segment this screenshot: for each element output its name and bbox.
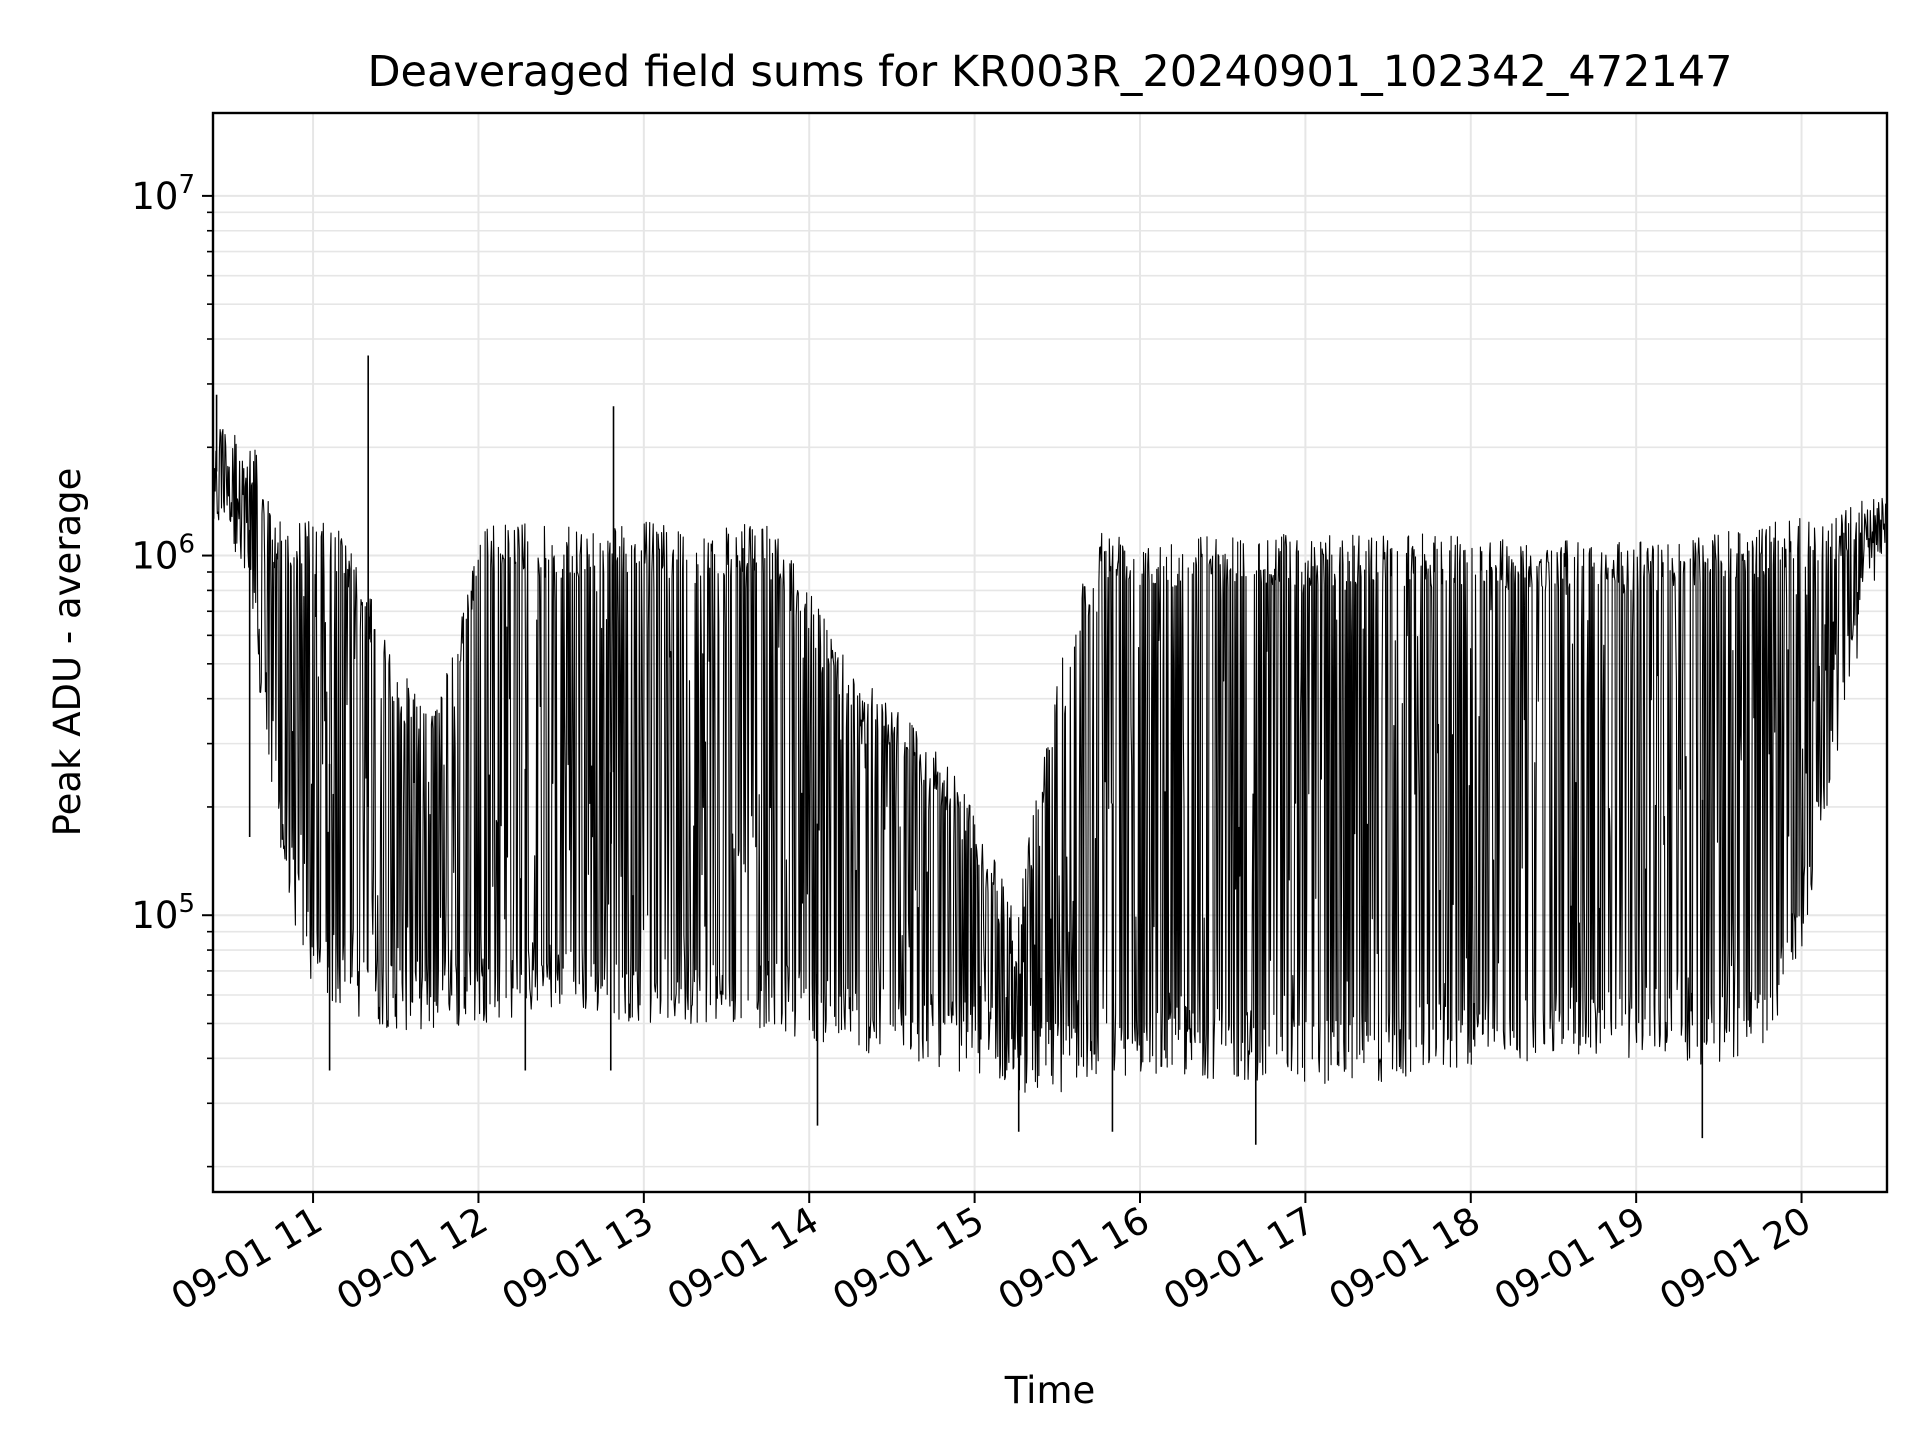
y-tick-label: 105 bbox=[131, 889, 195, 937]
chart-title: Deaveraged field sums for KR003R_2024090… bbox=[367, 47, 1732, 97]
x-axis-label: Time bbox=[1004, 1369, 1096, 1412]
data-series bbox=[213, 355, 1888, 1145]
y-tick-label: 107 bbox=[131, 170, 195, 218]
plot-frame bbox=[211, 111, 1889, 1194]
series-line bbox=[213, 428, 1888, 1093]
y-axis-label: Peak ADU - average bbox=[46, 468, 89, 837]
y-tick-label: 106 bbox=[131, 530, 195, 578]
y-axis-ticks: 105 106 107 bbox=[131, 170, 213, 1168]
